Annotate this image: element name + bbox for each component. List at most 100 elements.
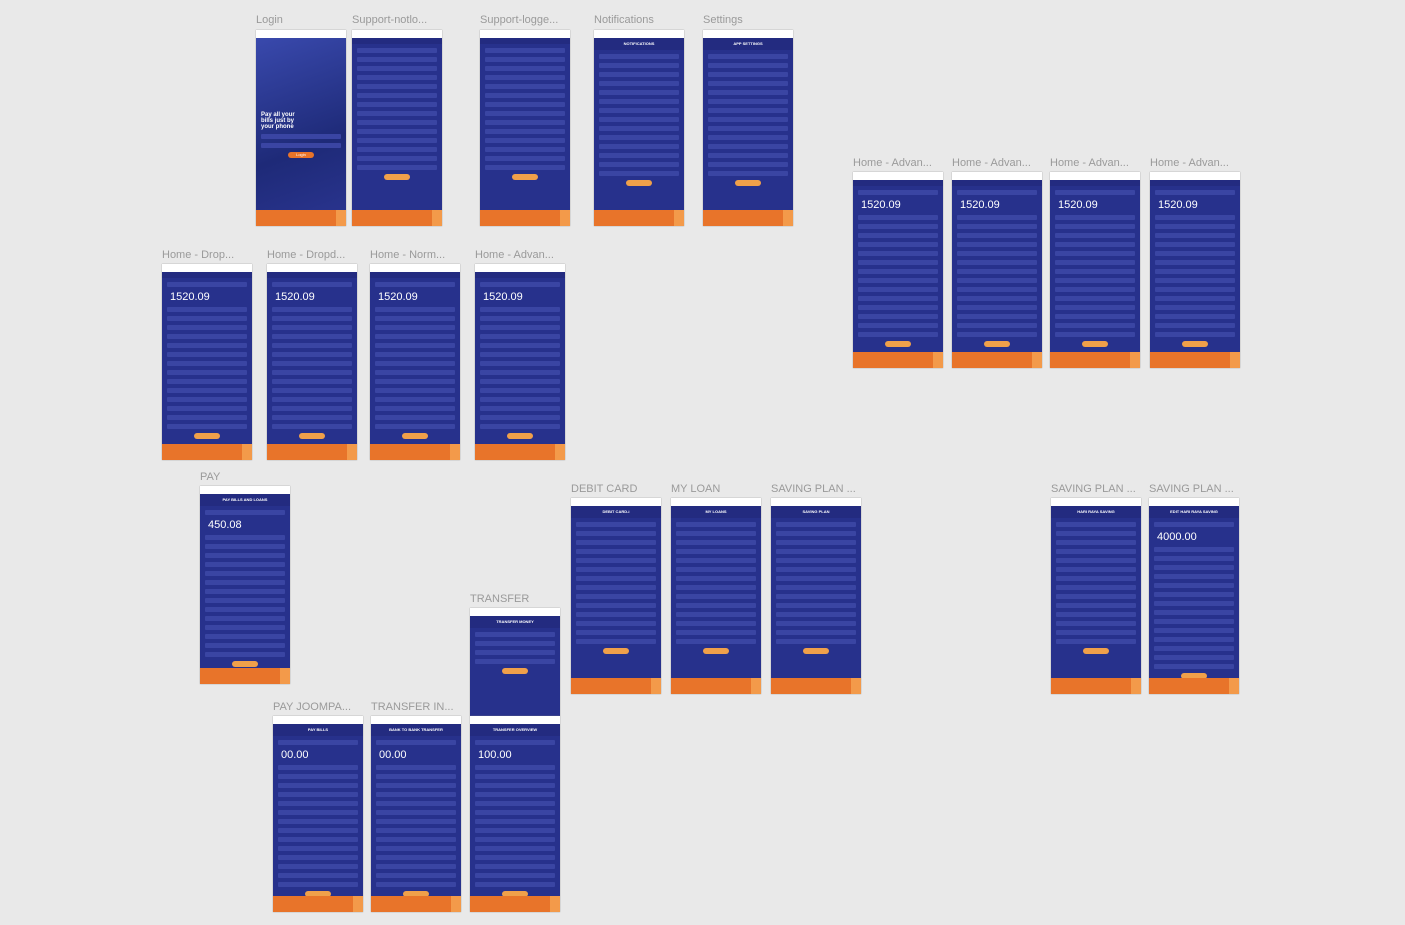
action-button	[305, 891, 331, 897]
list-row	[167, 316, 247, 321]
action-button	[1082, 341, 1108, 347]
bottom-nav	[256, 210, 346, 226]
list-row	[485, 48, 565, 53]
frame-label: Home - Drop...	[162, 249, 235, 261]
list-row	[1056, 540, 1136, 545]
list-row	[708, 153, 788, 158]
list-row	[599, 126, 679, 131]
list-row	[475, 810, 555, 815]
list-row	[167, 352, 247, 357]
status-bar	[470, 608, 560, 616]
list-row	[357, 165, 437, 170]
list-row	[1154, 547, 1234, 552]
list-row	[1055, 323, 1135, 328]
frame-label: SAVING PLAN ...	[1051, 483, 1136, 495]
list-row	[1056, 531, 1136, 536]
input	[261, 134, 341, 139]
screen-header: BANK TO BANK TRANSFER	[371, 724, 461, 736]
list-row	[1056, 612, 1136, 617]
frame-label: Home - Norm...	[370, 249, 446, 261]
list-row	[205, 562, 285, 567]
list-row	[1155, 215, 1235, 220]
phone-frame	[480, 30, 570, 226]
status-bar	[1149, 498, 1239, 506]
list-row	[708, 54, 788, 59]
bottom-nav	[370, 444, 460, 460]
list-row	[205, 553, 285, 558]
list-row	[776, 558, 856, 563]
list-row	[599, 72, 679, 77]
list-row	[485, 120, 565, 125]
frame-label: TRANSFER IN...	[371, 701, 454, 713]
phone-frame: 1520.09	[162, 264, 252, 460]
list-row	[1055, 332, 1135, 337]
status-bar	[1050, 172, 1140, 180]
list-row	[957, 269, 1037, 274]
list-row	[676, 576, 756, 581]
list-row	[167, 415, 247, 420]
list-row	[475, 801, 555, 806]
frame-label: Support-logge...	[480, 14, 559, 26]
list-row	[1055, 314, 1135, 319]
list-row	[1154, 655, 1234, 660]
list-row	[272, 343, 352, 348]
list-row	[708, 135, 788, 140]
list-row	[485, 147, 565, 152]
list-row	[167, 424, 247, 429]
nav-arrow	[674, 210, 684, 226]
list-row	[676, 603, 756, 608]
list-row	[576, 522, 656, 527]
status-bar	[352, 30, 442, 38]
screen-header	[370, 272, 460, 278]
list-row	[357, 111, 437, 116]
list-row	[776, 531, 856, 536]
frame-label: Home - Advan...	[952, 157, 1031, 169]
bottom-nav	[594, 210, 684, 226]
list-row	[475, 632, 555, 637]
list-row	[576, 630, 656, 635]
list-row	[576, 576, 656, 581]
list-row	[708, 90, 788, 95]
list-row	[475, 792, 555, 797]
list-row	[475, 873, 555, 878]
list-row	[272, 406, 352, 411]
list-row	[1155, 269, 1235, 274]
list-row	[167, 325, 247, 330]
list-row	[278, 810, 358, 815]
status-bar	[594, 30, 684, 38]
action-button	[1182, 341, 1208, 347]
list-row	[858, 332, 938, 337]
list-row	[485, 84, 565, 89]
list-row	[957, 260, 1037, 265]
phone-frame: 1520.09	[853, 172, 943, 368]
list-row	[272, 424, 352, 429]
list-row	[1154, 646, 1234, 651]
status-bar	[200, 486, 290, 494]
list-row	[1055, 296, 1135, 301]
list-row	[357, 75, 437, 80]
list-row	[205, 535, 285, 540]
list-row	[776, 567, 856, 572]
list-row	[278, 765, 358, 770]
amount: 4000.00	[1157, 531, 1197, 543]
list-row	[676, 621, 756, 626]
bottom-nav	[267, 444, 357, 460]
list-row	[357, 129, 437, 134]
list-row	[576, 639, 656, 644]
list-row	[205, 643, 285, 648]
list-row	[1055, 242, 1135, 247]
list-row	[576, 594, 656, 599]
list-row	[1154, 556, 1234, 561]
list-row	[278, 828, 358, 833]
nav-arrow	[1230, 352, 1240, 368]
bottom-nav	[475, 444, 565, 460]
bottom-nav	[480, 210, 570, 226]
list-row	[376, 846, 456, 851]
list-row	[475, 828, 555, 833]
action-button	[984, 341, 1010, 347]
list-row	[475, 837, 555, 842]
status-bar	[671, 498, 761, 506]
screen-header: NOTIFICATIONS	[594, 38, 684, 50]
list-row	[1055, 278, 1135, 283]
list-row	[1155, 305, 1235, 310]
